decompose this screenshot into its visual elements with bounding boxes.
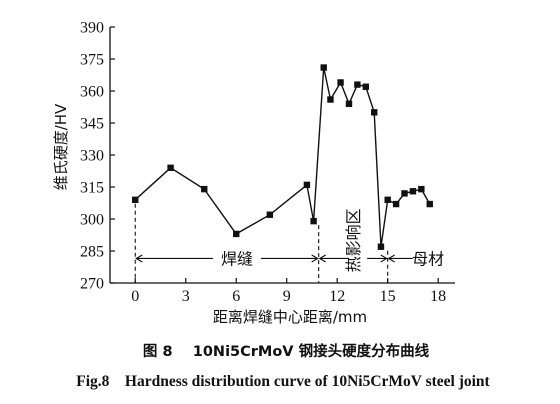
data-point [167, 164, 174, 171]
x-tick-label: 15 [380, 288, 396, 305]
data-point [362, 83, 370, 90]
y-tick-label: 390 [80, 20, 104, 37]
x-tick-label: 18 [430, 288, 446, 305]
x-axis-label: 距离焊缝中心距离/mm [213, 308, 367, 326]
x-tick-label: 3 [182, 288, 190, 305]
y-tick-label: 345 [80, 116, 104, 133]
data-point [201, 185, 208, 193]
arrow-head-left [387, 254, 395, 263]
y-tick-label: 330 [80, 148, 104, 165]
zone-boundaries [134, 203, 389, 283]
x-tick-label: 0 [131, 288, 139, 305]
axes [109, 27, 455, 284]
data-point [426, 200, 433, 208]
ticks: 270 285 300 315 330 345 360 375 390 0 3 6 9 12 15 18 [80, 20, 446, 306]
caption-chinese: 图 8 10Ni5CrMoV 钢接头硬度分布曲线 [143, 342, 430, 360]
arrow-head-right [380, 254, 388, 263]
y-tick-label: 315 [80, 180, 104, 197]
zone-annotations: 焊缝 热影响区母材 [135, 208, 444, 272]
y-tick-label: 300 [80, 212, 104, 229]
data-point [266, 211, 274, 218]
data-point [371, 109, 378, 116]
y-tick-label: 360 [80, 84, 104, 101]
data-point [310, 217, 317, 225]
y-axis-label: 维氏硬度/HV [52, 103, 70, 190]
x-tick-label: 9 [283, 288, 291, 305]
series [132, 64, 433, 250]
x-tick-label: 12 [329, 288, 345, 305]
data-point [418, 185, 425, 193]
zone-label-haz: 热影响区 [344, 208, 363, 272]
data-point [392, 200, 400, 208]
data-point [132, 196, 139, 203]
y-tick-label: 285 [80, 244, 104, 261]
data-point [377, 243, 385, 250]
data-point [409, 188, 417, 195]
series-line [134, 67, 431, 247]
data-point [354, 81, 361, 88]
zone-label-weld: 焊缝 [221, 249, 253, 268]
data-point [401, 190, 408, 197]
arrow-head-left [135, 254, 143, 263]
data-point [345, 100, 353, 107]
data-point [303, 181, 311, 189]
data-point [384, 196, 391, 203]
arrow-head-left [318, 254, 326, 263]
data-point [327, 96, 334, 103]
caption-english: Fig.8 Hardness distribution curve of 10N… [76, 373, 490, 390]
y-tick-label: 375 [80, 52, 104, 69]
data-point [337, 79, 344, 86]
x-tick-label: 6 [232, 288, 240, 305]
data-point [320, 64, 327, 71]
arrow-head-right [311, 254, 319, 263]
zone-label-base-metal: 母材 [412, 249, 444, 268]
data-point [233, 230, 240, 238]
y-tick-label: 270 [80, 276, 104, 293]
